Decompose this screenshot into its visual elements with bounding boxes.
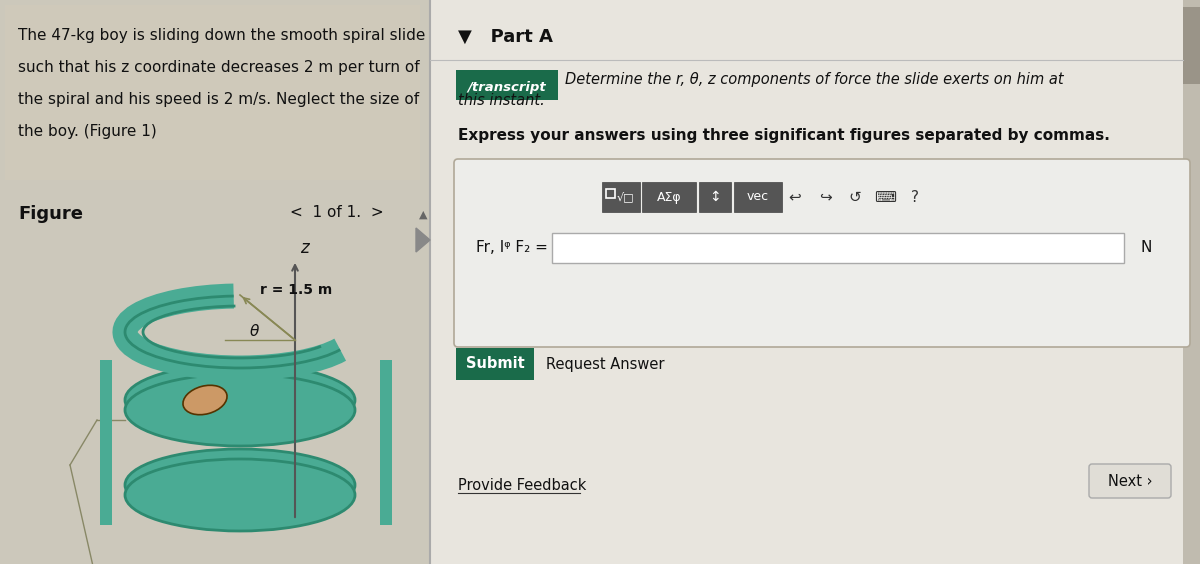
- Ellipse shape: [125, 374, 355, 446]
- Polygon shape: [416, 228, 430, 252]
- Text: √□: √□: [616, 192, 634, 202]
- FancyBboxPatch shape: [5, 5, 420, 180]
- Text: Next ›: Next ›: [1108, 474, 1152, 488]
- Text: Fr, Iᵠ F₂ =: Fr, Iᵠ F₂ =: [476, 240, 548, 255]
- Text: ↪: ↪: [818, 190, 832, 205]
- Text: z: z: [300, 239, 308, 257]
- Ellipse shape: [182, 385, 227, 415]
- FancyBboxPatch shape: [642, 182, 696, 212]
- FancyBboxPatch shape: [380, 360, 392, 525]
- FancyBboxPatch shape: [734, 182, 782, 212]
- FancyBboxPatch shape: [1183, 7, 1200, 84]
- Text: vec: vec: [746, 191, 769, 204]
- Text: AΣφ: AΣφ: [656, 191, 682, 204]
- Text: The 47-kg boy is sliding down the smooth spiral slide: The 47-kg boy is sliding down the smooth…: [18, 28, 425, 43]
- FancyBboxPatch shape: [100, 360, 112, 525]
- Text: Submit: Submit: [466, 356, 524, 372]
- Text: Figure: Figure: [18, 205, 83, 223]
- Text: /transcript: /transcript: [468, 81, 546, 94]
- Text: N: N: [1140, 240, 1151, 255]
- FancyBboxPatch shape: [0, 0, 430, 564]
- Text: r = 1.5 m: r = 1.5 m: [260, 283, 332, 297]
- Text: Request Answer: Request Answer: [546, 356, 665, 372]
- Text: Express your answers using three significant figures separated by commas.: Express your answers using three signifi…: [458, 128, 1110, 143]
- Text: ↺: ↺: [848, 190, 862, 205]
- Text: ▼   Part A: ▼ Part A: [458, 28, 553, 46]
- FancyBboxPatch shape: [552, 233, 1124, 263]
- FancyBboxPatch shape: [456, 348, 534, 380]
- Text: Determine the r, θ, z components of force the slide exerts on him at: Determine the r, θ, z components of forc…: [565, 72, 1063, 87]
- FancyBboxPatch shape: [602, 182, 640, 212]
- Text: this instant.: this instant.: [458, 93, 545, 108]
- Ellipse shape: [125, 449, 355, 521]
- Text: ↩: ↩: [788, 190, 802, 205]
- FancyBboxPatch shape: [698, 182, 731, 212]
- Text: ↕: ↕: [709, 190, 721, 204]
- Text: the boy. (Figure 1): the boy. (Figure 1): [18, 124, 157, 139]
- Text: such that his z coordinate decreases 2 m per turn of: such that his z coordinate decreases 2 m…: [18, 60, 420, 75]
- FancyBboxPatch shape: [456, 70, 558, 100]
- Text: <  1 of 1.  >: < 1 of 1. >: [290, 205, 384, 220]
- FancyBboxPatch shape: [430, 0, 1200, 564]
- FancyBboxPatch shape: [1090, 464, 1171, 498]
- Text: the spiral and his speed is 2 m/s. Neglect the size of: the spiral and his speed is 2 m/s. Negle…: [18, 92, 419, 107]
- FancyBboxPatch shape: [1183, 0, 1200, 564]
- Ellipse shape: [125, 459, 355, 531]
- Text: Provide Feedback: Provide Feedback: [458, 478, 587, 493]
- Text: ?: ?: [911, 190, 919, 205]
- FancyBboxPatch shape: [454, 159, 1190, 347]
- Text: θ: θ: [250, 324, 259, 340]
- Ellipse shape: [125, 364, 355, 436]
- Text: ▲: ▲: [419, 210, 427, 220]
- Text: ⌨: ⌨: [874, 190, 896, 205]
